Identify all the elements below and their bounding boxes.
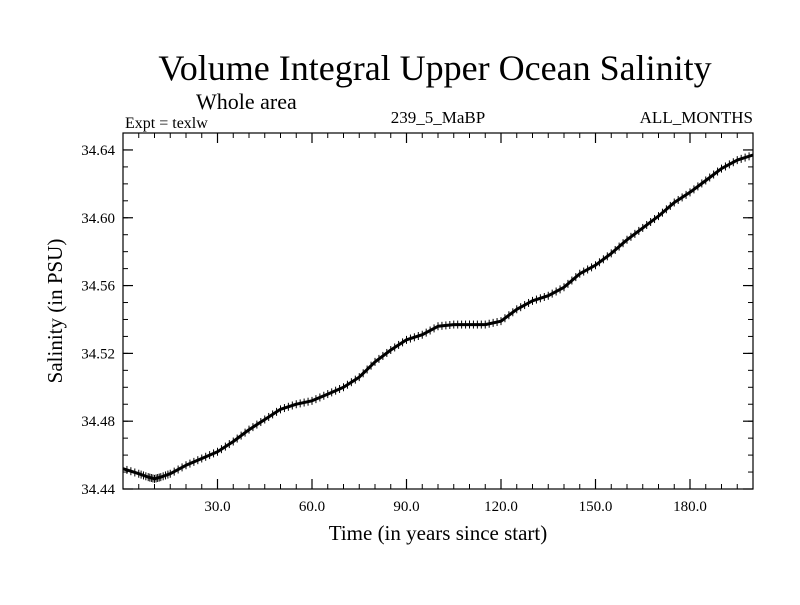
- months-label: ALL_MONTHS: [640, 108, 753, 127]
- y-axis-label: Salinity (in PSU): [43, 239, 67, 384]
- y-tick-label: 34.44: [81, 482, 115, 498]
- experiment-label: Expt = texlw: [125, 115, 208, 132]
- x-tick-label: 90.0: [393, 499, 419, 515]
- y-tick-label: 34.48: [81, 414, 115, 430]
- y-tick-label: 34.60: [81, 211, 115, 227]
- run-id-label: 239_5_MaBP: [391, 108, 485, 127]
- y-tick-label: 34.52: [81, 346, 115, 362]
- chart-subtitle: Whole area: [196, 89, 297, 114]
- x-tick-label: 60.0: [299, 499, 325, 515]
- y-tick-label: 34.56: [81, 279, 115, 295]
- series-line: [122, 153, 754, 481]
- x-tick-label: 180.0: [673, 499, 707, 515]
- x-tick-label: 150.0: [579, 499, 613, 515]
- series-markers: [122, 152, 750, 483]
- data-series: [122, 152, 754, 483]
- x-tick-label: 120.0: [484, 499, 518, 515]
- axis-ticks: 30.0 60.0 90.0 120.0 150.0 180.0 34.44 34.48 34.…: [81, 133, 753, 515]
- chart-title: Volume Integral Upper Ocean Salinity: [158, 48, 711, 88]
- y-tick-label: 34.64: [81, 143, 115, 159]
- x-axis-label: Time (in years since start): [329, 521, 548, 545]
- x-tick-label: 30.0: [204, 499, 230, 515]
- plot-frame: [122, 132, 754, 490]
